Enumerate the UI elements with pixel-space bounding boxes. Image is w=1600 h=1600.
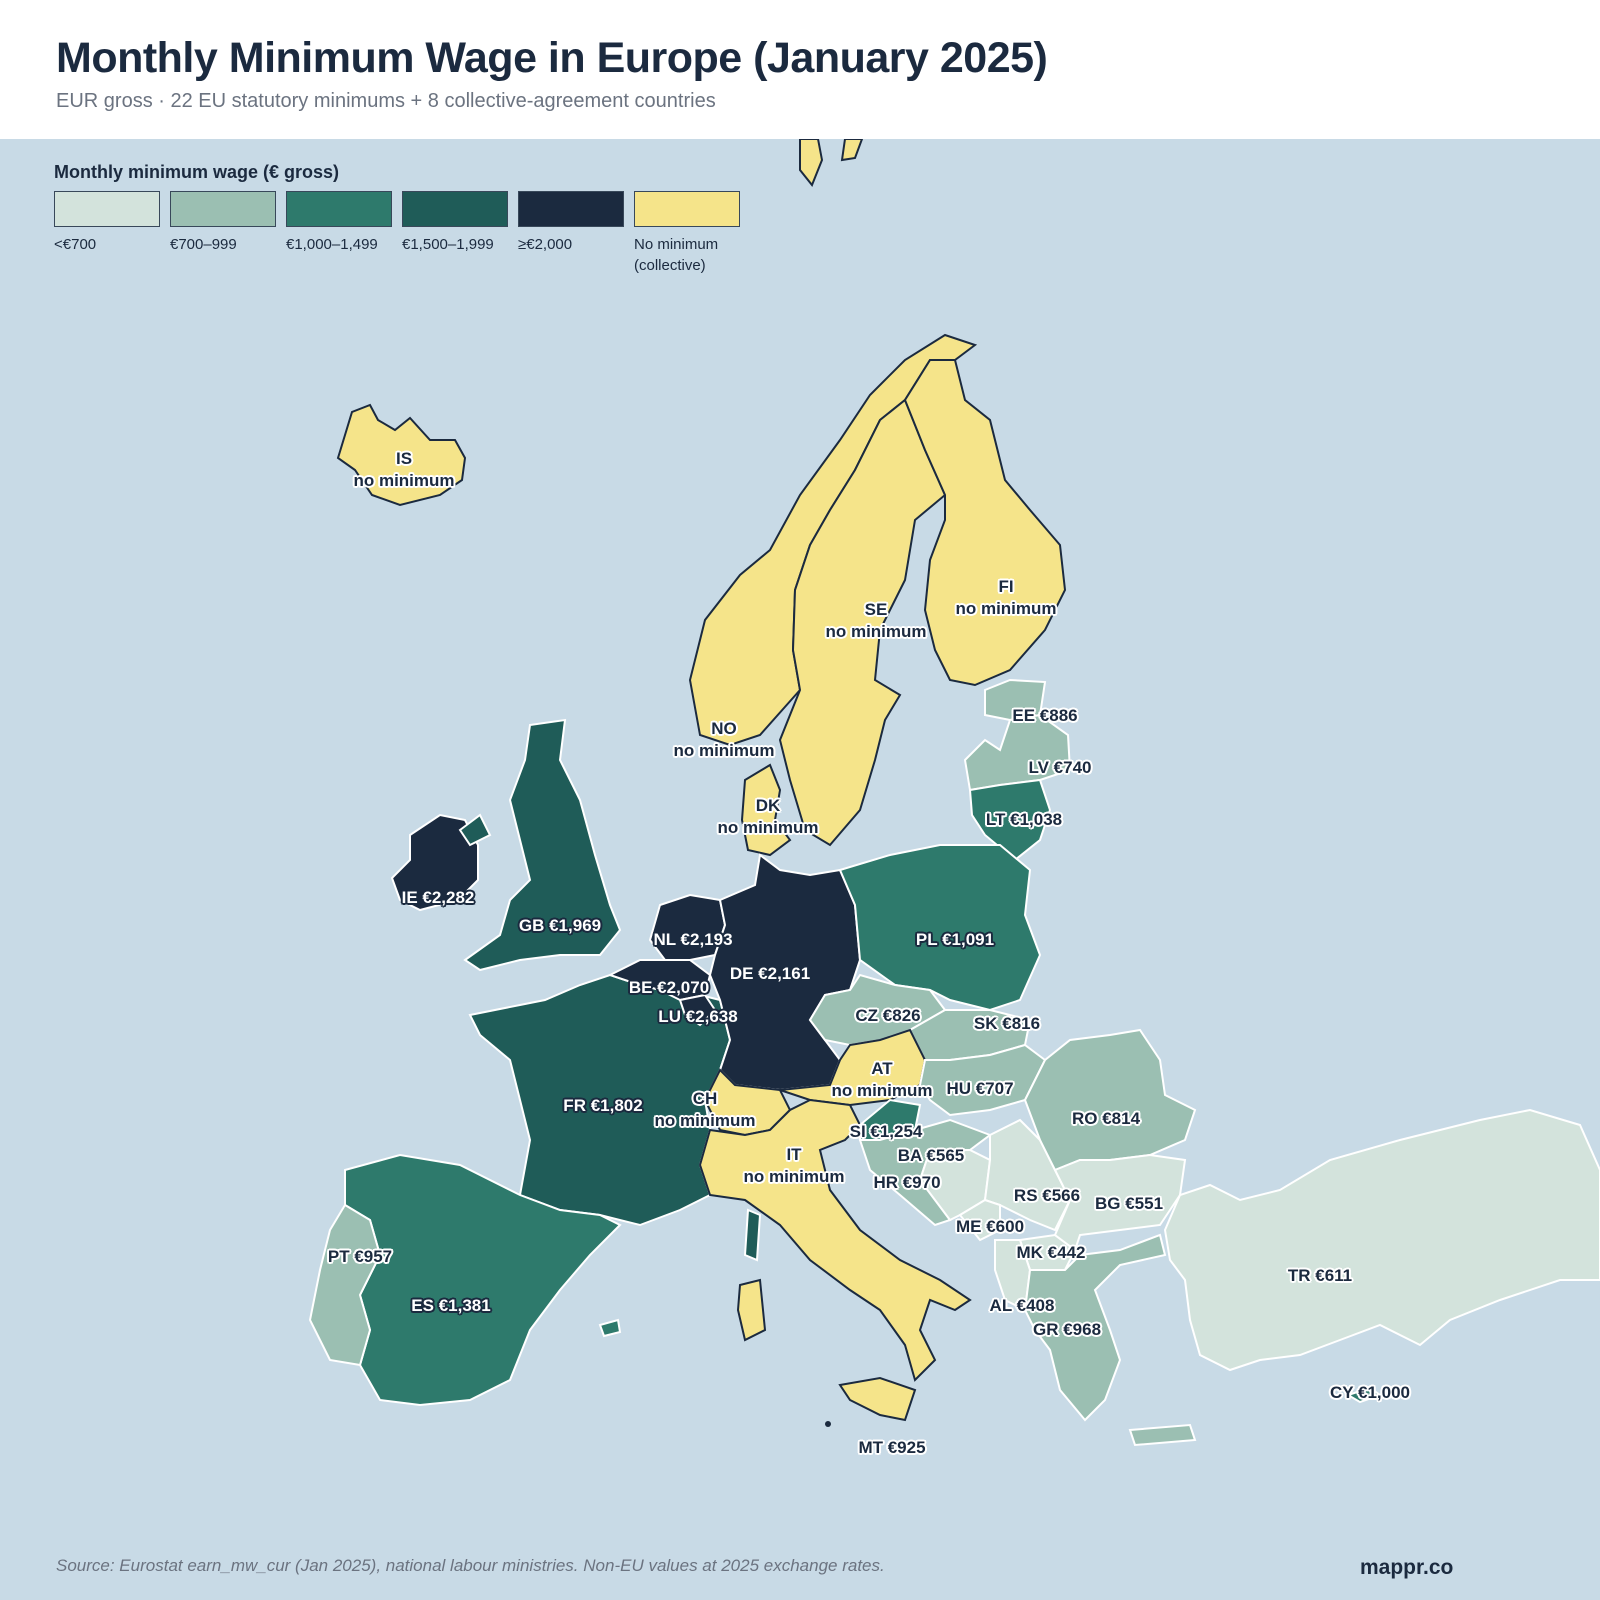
label-nl: NL €2,193: [653, 930, 733, 949]
legend-item-700-999: €700–999: [170, 191, 278, 276]
country-cy[interactable]: [1345, 1386, 1383, 1404]
label-is: IS no minimum: [353, 449, 455, 490]
label-rs: RS €566: [1013, 1186, 1081, 1205]
label-gb: GB €1,969: [518, 916, 602, 935]
country-is[interactable]: [336, 403, 467, 507]
legend-item-ge2000: ≥€2,000: [518, 191, 626, 276]
legend-label: €1,000–1,499: [286, 236, 378, 253]
country-pt[interactable]: [308, 1203, 382, 1367]
country-gr[interactable]: [1023, 1233, 1197, 1447]
legend-label: ≥€2,000: [518, 236, 573, 253]
label-me: ME €600: [955, 1217, 1025, 1236]
label-pl: PL €1,091: [915, 930, 995, 949]
country-dk[interactable]: [740, 763, 792, 857]
country-ro[interactable]: [1023, 1028, 1197, 1172]
label-lu: LU €2,638: [658, 1007, 738, 1026]
legend-item-no-minimum: No minimum (collective): [634, 191, 742, 276]
legend-swatch: [286, 191, 392, 227]
country-svalbard: [799, 139, 864, 187]
island-corsica: [743, 1208, 762, 1262]
legend-item-1500-1999: €1,500–1,999: [402, 191, 510, 276]
country-fi[interactable]: [903, 359, 1067, 687]
label-dk: DK no minimum: [717, 796, 819, 837]
label-lt: LT €1,038: [985, 810, 1063, 829]
legend-items: <€700 €700–999 €1,000–1,499 €1,500–1,999…: [54, 191, 742, 276]
legend-item-1000-1499: €1,000–1,499: [286, 191, 394, 276]
legend-title: Monthly minimum wage (€ gross): [54, 162, 340, 182]
label-ba: BA €565: [897, 1146, 965, 1165]
legend: Monthly minimum wage (€ gross) <€700 €70…: [54, 162, 742, 276]
label-hu: HU €707: [946, 1079, 1014, 1098]
label-bg: BG €551: [1094, 1194, 1164, 1213]
legend-label: <€700: [54, 236, 97, 253]
label-at: AT no minimum: [831, 1059, 933, 1100]
label-fi: FI no minimum: [955, 577, 1057, 618]
legend-swatch: [170, 191, 276, 227]
country-me[interactable]: [958, 1198, 1001, 1242]
label-cy: CY €1,000: [1329, 1383, 1411, 1402]
label-se: SE no minimum: [825, 600, 927, 641]
country-be[interactable]: [607, 959, 712, 1002]
island-balearics: [598, 1318, 622, 1338]
brand-logo[interactable]: mappr.co: [1360, 1556, 1454, 1579]
legend-swatch: [402, 191, 508, 227]
legend-label: No minimum (collective): [634, 236, 719, 274]
label-gr: GR €968: [1032, 1320, 1102, 1339]
legend-label: €700–999: [170, 236, 237, 253]
label-cz: CZ €826: [855, 1006, 921, 1025]
label-fr: FR €1,802: [563, 1096, 643, 1115]
country-lt[interactable]: [968, 778, 1052, 862]
page-subtitle: EUR gross · 22 EU statutory minimums + 8…: [56, 90, 716, 112]
legend-swatch: [54, 191, 160, 227]
label-it: IT no minimum: [743, 1145, 845, 1186]
country-lu[interactable]: [678, 993, 717, 1027]
label-ie: IE €2,282: [401, 888, 475, 907]
label-be: BE €2,070: [628, 978, 710, 997]
label-al: AL €408: [989, 1296, 1055, 1315]
header: Monthly Minimum Wage in Europe (January …: [0, 0, 1600, 139]
legend-label: €1,500–1,999: [402, 236, 494, 253]
label-ch: CH no minimum: [654, 1089, 756, 1130]
country-tr[interactable]: [1163, 1108, 1600, 1372]
country-pl[interactable]: [838, 844, 1042, 1012]
country-rs[interactable]: [983, 1118, 1072, 1232]
source-note: Source: Eurostat earn_mw_cur (Jan 2025),…: [56, 1556, 885, 1575]
page-title: Monthly Minimum Wage in Europe (January …: [56, 34, 1048, 82]
country-gb[interactable]: [458, 718, 622, 972]
label-tr: TR €611: [1287, 1266, 1353, 1285]
label-lv: LV €740: [1028, 758, 1092, 777]
label-mk: MK €442: [1016, 1243, 1086, 1262]
island-sicily: [838, 1376, 917, 1422]
label-hr: HR €970: [873, 1173, 941, 1192]
island-sardinia: [736, 1278, 767, 1342]
label-es: ES €1,381: [411, 1296, 491, 1315]
label-ee: EE €886: [1012, 706, 1078, 725]
legend-swatch: [634, 191, 740, 227]
country-mt[interactable]: [825, 1421, 831, 1427]
legend-item-lt700: <€700: [54, 191, 162, 276]
europe-map: [308, 139, 1600, 1447]
legend-swatch: [518, 191, 624, 227]
label-de: DE €2,161: [729, 964, 811, 983]
country-it[interactable]: [698, 1098, 972, 1382]
label-no: NO no minimum: [673, 719, 775, 760]
country-ie[interactable]: [390, 813, 479, 912]
label-sk: SK €816: [973, 1014, 1041, 1033]
label-pt: PT €957: [327, 1247, 393, 1266]
country-se[interactable]: [778, 398, 947, 847]
label-mt: MT €925: [858, 1438, 926, 1457]
label-si: SI €1,254: [849, 1122, 923, 1141]
label-ro: RO €814: [1071, 1109, 1141, 1128]
